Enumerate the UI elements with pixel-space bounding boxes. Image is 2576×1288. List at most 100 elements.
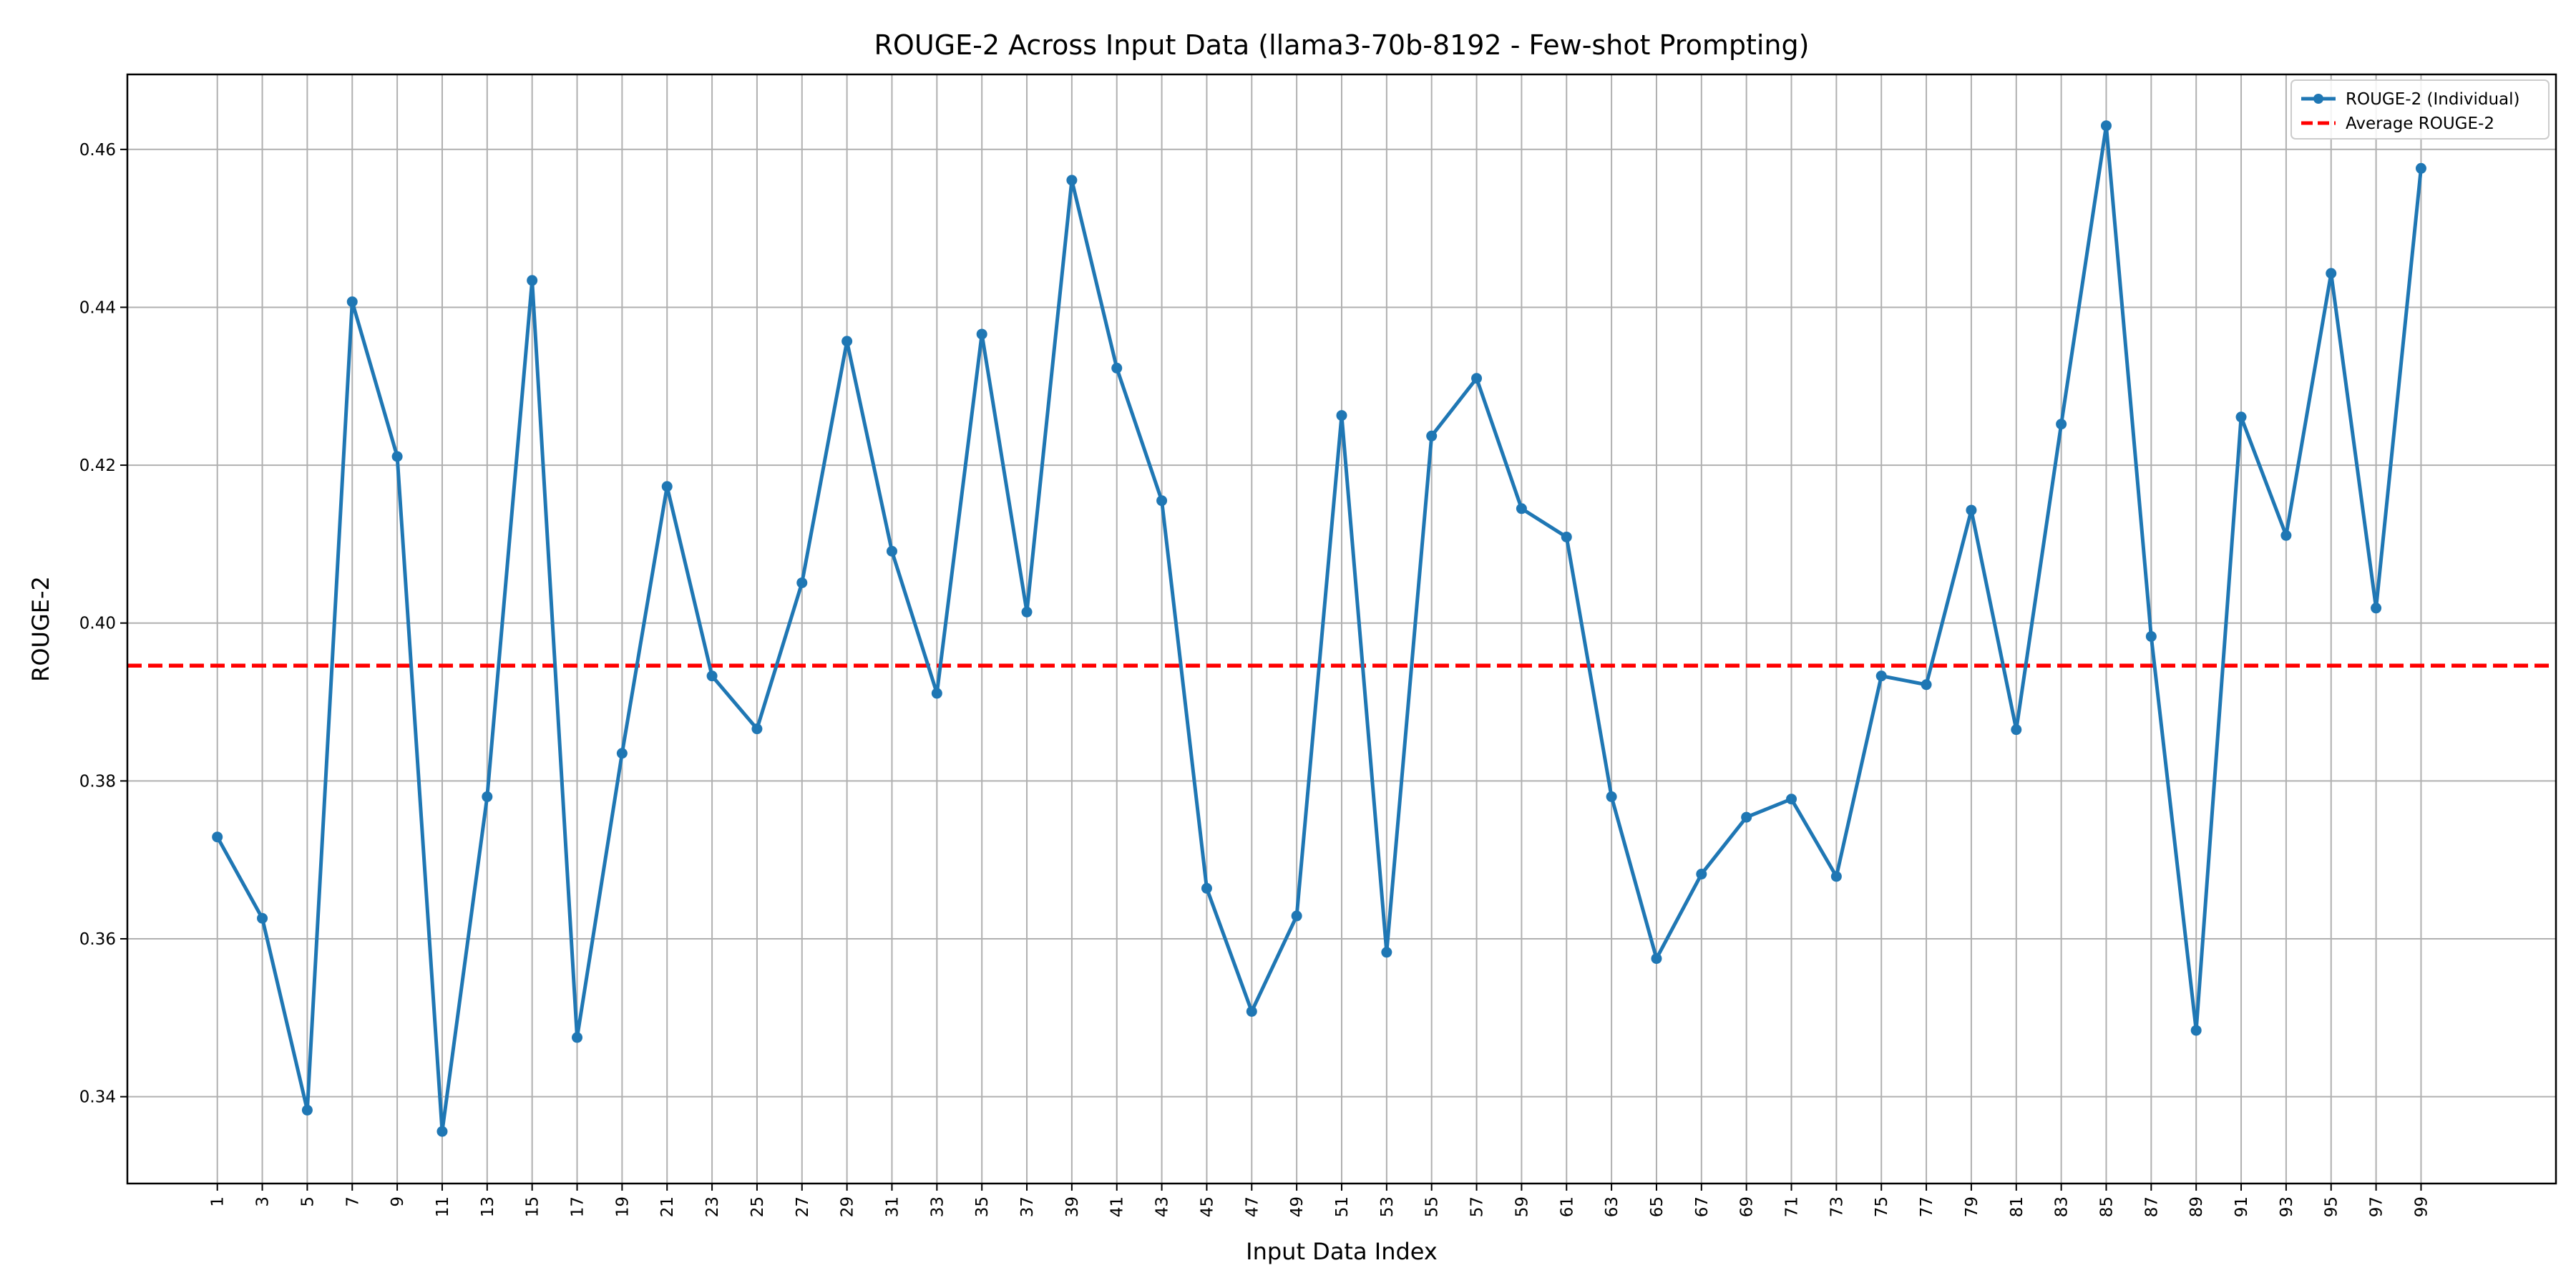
data-point — [1021, 606, 1033, 618]
data-point — [931, 688, 942, 699]
y-axis-label: ROUGE-2 — [27, 576, 54, 682]
x-tick-label: 39 — [1063, 1196, 1082, 1217]
x-tick-label: 9 — [389, 1196, 407, 1207]
x-tick-label: 73 — [1828, 1196, 1846, 1217]
series-line-rouge2-individual — [215, 124, 2423, 1133]
data-point — [482, 791, 493, 802]
data-point — [391, 451, 403, 462]
data-point — [1696, 869, 1707, 880]
data-point — [751, 723, 763, 735]
data-point — [2056, 419, 2067, 430]
x-tick-label: 97 — [2368, 1196, 2386, 1217]
x-tick-label: 89 — [2187, 1196, 2206, 1217]
x-tick-label: 37 — [1018, 1196, 1037, 1217]
data-point — [886, 545, 897, 557]
data-point — [2100, 120, 2112, 132]
data-point — [796, 577, 808, 588]
x-tick-label: 15 — [524, 1196, 542, 1217]
legend-label-average: Average ROUGE-2 — [2346, 114, 2494, 133]
x-tick-label: 47 — [1243, 1196, 1262, 1217]
data-point — [841, 336, 853, 347]
data-point — [1336, 410, 1347, 421]
x-tick-label: 81 — [2008, 1196, 2026, 1217]
data-point — [1516, 503, 1527, 514]
data-point — [212, 831, 223, 843]
x-tick-label: 7 — [343, 1196, 362, 1207]
x-tick-label: 57 — [1468, 1196, 1487, 1217]
x-tick-label: 51 — [1333, 1196, 1352, 1217]
x-axis-label: Input Data Index — [1246, 1238, 1438, 1265]
chart-title: ROUGE-2 Across Input Data (llama3-70b-81… — [874, 29, 1810, 61]
data-point — [572, 1032, 583, 1043]
x-tick-label: 83 — [2053, 1196, 2072, 1217]
legend-label-individual: ROUGE-2 (Individual) — [2346, 90, 2519, 109]
x-tick-label: 41 — [1108, 1196, 1127, 1217]
y-tick-label: 0.44 — [79, 298, 116, 317]
data-point — [301, 1104, 313, 1116]
x-tick-label: 5 — [298, 1196, 317, 1207]
x-tick-label: 43 — [1153, 1196, 1172, 1217]
x-tick-label: 27 — [794, 1196, 812, 1217]
data-point — [2190, 1025, 2202, 1036]
data-point — [616, 748, 628, 759]
y-tick-label: 0.34 — [79, 1088, 116, 1107]
x-tick-label: 87 — [2142, 1196, 2161, 1217]
data-point — [1606, 791, 1617, 802]
x-tick-label: 21 — [658, 1196, 677, 1217]
data-point — [661, 481, 673, 492]
data-point — [346, 296, 358, 308]
y-tick-label: 0.38 — [79, 772, 116, 791]
data-point — [1741, 811, 1752, 823]
data-point — [1246, 1006, 1257, 1018]
x-tick-label: 79 — [1963, 1196, 1981, 1217]
x-tick-label: 53 — [1378, 1196, 1397, 1217]
x-tick-label: 77 — [1918, 1196, 1936, 1217]
legend-marker-individual — [2313, 94, 2323, 104]
x-tick-label: 31 — [883, 1196, 902, 1217]
data-point — [1111, 362, 1123, 374]
data-point — [1786, 794, 1797, 805]
x-tick-label: 13 — [479, 1196, 497, 1217]
x-tick-label: 93 — [2278, 1196, 2296, 1217]
x-tick-label: 65 — [1648, 1196, 1667, 1217]
x-tick-label: 69 — [1738, 1196, 1757, 1217]
x-tick-label: 95 — [2323, 1196, 2341, 1217]
data-point — [527, 275, 538, 286]
data-point — [706, 670, 718, 682]
data-point — [257, 912, 268, 924]
y-tick-label: 0.36 — [79, 930, 116, 949]
x-tick-label: 91 — [2233, 1196, 2251, 1217]
data-point — [2280, 530, 2292, 541]
x-tick-label: 49 — [1288, 1196, 1307, 1217]
x-tick-label: 61 — [1558, 1196, 1576, 1217]
y-tick-label: 0.46 — [79, 141, 116, 160]
data-point — [1471, 373, 1483, 384]
y-tick-label: 0.42 — [79, 457, 116, 475]
data-point — [1426, 430, 1438, 441]
data-point — [1066, 175, 1078, 186]
data-point — [2371, 602, 2382, 614]
data-point — [976, 328, 987, 340]
data-point — [436, 1126, 448, 1137]
data-point — [1201, 882, 1212, 894]
data-point — [2415, 162, 2426, 174]
x-tick-label: 85 — [2097, 1196, 2116, 1217]
legend: ROUGE-2 (Individual) Average ROUGE-2 — [2290, 79, 2550, 140]
x-tick-label: 33 — [928, 1196, 947, 1217]
data-point — [1830, 871, 1842, 882]
x-tick-label: 17 — [569, 1196, 587, 1217]
x-tick-label: 99 — [2412, 1196, 2431, 1217]
series-layer — [127, 120, 2556, 1137]
x-tick-label: 19 — [613, 1196, 632, 1217]
data-point — [2326, 268, 2337, 279]
x-tick-label: 59 — [1513, 1196, 1531, 1217]
x-tick-label: 35 — [973, 1196, 992, 1217]
data-point — [1966, 504, 1977, 516]
x-tick-label: 3 — [254, 1196, 273, 1207]
x-tick-label: 1 — [209, 1196, 228, 1207]
data-point — [1875, 670, 1887, 682]
data-point — [2145, 630, 2157, 642]
